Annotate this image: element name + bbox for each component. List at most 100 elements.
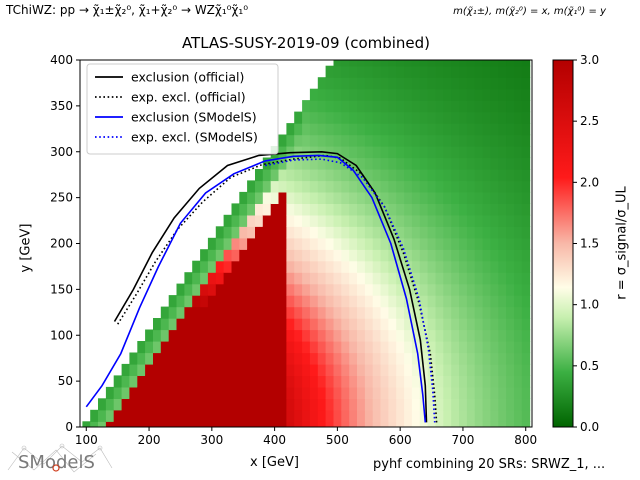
heatmap-cell — [341, 123, 350, 136]
heatmap-cell — [357, 180, 366, 193]
heatmap-cell — [341, 169, 350, 182]
heatmap-cell — [231, 341, 240, 354]
heatmap-cell — [153, 329, 162, 342]
heatmap-cell — [160, 352, 170, 365]
heatmap-cell — [145, 409, 154, 422]
heatmap-cell — [325, 421, 334, 427]
heatmap-cell — [294, 363, 303, 376]
heatmap-cell — [514, 295, 523, 308]
heatmap-cell — [341, 146, 350, 159]
heatmap-cell — [388, 169, 397, 182]
heatmap-cell — [333, 169, 342, 182]
y-tick-label: 300 — [50, 145, 73, 159]
heatmap-cell — [357, 88, 366, 101]
heatmap-cell — [474, 272, 484, 285]
heatmap-cell — [357, 77, 366, 90]
heatmap-cell — [482, 169, 491, 182]
heatmap-cell — [388, 123, 397, 136]
heatmap-cell — [372, 111, 382, 124]
heatmap-cell — [317, 260, 327, 273]
heatmap-cell — [349, 214, 358, 227]
heatmap-cell — [278, 306, 287, 319]
heatmap-cell — [262, 169, 272, 182]
heatmap-cell — [145, 341, 154, 354]
heatmap-cell — [459, 191, 468, 204]
heatmap-cell — [239, 375, 248, 388]
heatmap-cell — [309, 409, 319, 422]
heatmap-cell — [341, 260, 350, 273]
heatmap-cell — [506, 375, 515, 388]
process-label: TChiWZ: pp → χ̃₁±χ̃₂⁰, χ̃₁+χ̃₂⁰ → WZχ̃₁⁰… — [6, 3, 249, 17]
heatmap-cell — [521, 77, 531, 90]
heatmap-cell — [459, 111, 468, 124]
heatmap-cell — [396, 146, 405, 159]
heatmap-cell — [459, 180, 468, 193]
heatmap-cell — [325, 191, 334, 204]
heatmap-cell — [357, 260, 366, 273]
heatmap-cell — [247, 329, 256, 342]
heatmap-cell — [404, 421, 413, 427]
heatmap-cell — [474, 88, 484, 101]
heatmap-cell — [388, 260, 397, 273]
heatmap-cell — [404, 180, 413, 193]
heatmap-cell — [333, 272, 342, 285]
heatmap-cell — [388, 214, 397, 227]
heatmap-cell — [333, 306, 342, 319]
heatmap-cell — [294, 352, 303, 365]
heatmap-cell — [317, 363, 327, 376]
heatmap-cell — [380, 283, 389, 296]
heatmap-cell — [490, 421, 499, 427]
heatmap-cell — [309, 306, 319, 319]
heatmap-cell — [443, 329, 452, 342]
heatmap-cell — [121, 398, 130, 411]
heatmap-cell — [215, 375, 225, 388]
heatmap-cell — [239, 363, 248, 376]
heatmap-cell — [380, 65, 389, 78]
heatmap-cell — [490, 203, 499, 216]
heatmap-cell — [231, 318, 240, 331]
heatmap-cell — [396, 421, 405, 427]
heatmap-cell — [145, 386, 154, 399]
heatmap-cell — [451, 169, 460, 182]
x-tick-label: 600 — [389, 433, 412, 447]
heatmap-cell — [506, 169, 515, 182]
heatmap-cell — [247, 306, 256, 319]
heatmap-cell — [443, 375, 452, 388]
heatmap-cell — [396, 352, 405, 365]
heatmap-cell — [506, 329, 515, 342]
heatmap-cell — [200, 260, 209, 273]
heatmap-cell — [466, 386, 476, 399]
heatmap-cell — [113, 409, 123, 422]
heatmap-cell — [129, 398, 138, 411]
heatmap-cell — [419, 283, 429, 296]
heatmap-cell — [341, 352, 350, 365]
heatmap-cell — [482, 409, 491, 422]
heatmap-cell — [419, 295, 429, 308]
x-tick-label: 500 — [326, 433, 349, 447]
heatmap-cell — [317, 123, 327, 136]
heatmap-cell — [168, 386, 178, 399]
heatmap-cell — [419, 214, 429, 227]
heatmap-cell — [247, 409, 256, 422]
heatmap-cell — [474, 100, 484, 113]
heatmap-cell — [247, 375, 256, 388]
heatmap-cell — [411, 409, 421, 422]
heatmap-cell — [278, 295, 287, 308]
heatmap-cell — [207, 363, 217, 376]
heatmap-cell — [255, 409, 264, 422]
heatmap-cell — [364, 123, 374, 136]
heatmap-cell — [482, 341, 491, 354]
y-tick-label: 400 — [50, 53, 73, 67]
heatmap-cell — [286, 352, 295, 365]
heatmap-cell — [435, 421, 444, 427]
heatmap-cell — [514, 363, 523, 376]
heatmap-cell — [380, 272, 389, 285]
heatmap-cell — [427, 191, 436, 204]
heatmap-cell — [317, 134, 327, 147]
heatmap-cell — [255, 260, 264, 273]
heatmap-cell — [349, 237, 358, 250]
heatmap-cell — [521, 100, 531, 113]
heatmap-cell — [396, 260, 405, 273]
heatmap-cell — [435, 329, 444, 342]
heatmap-cell — [435, 226, 444, 239]
